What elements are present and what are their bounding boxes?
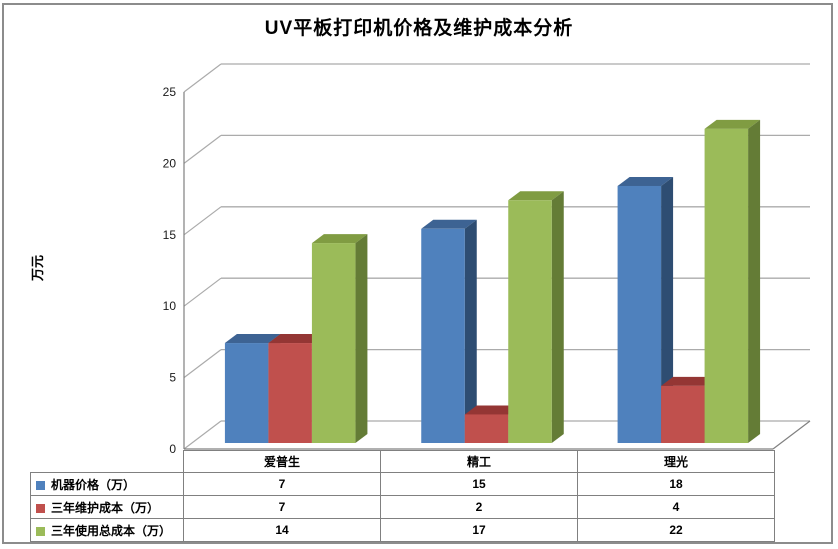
category-header: 精工 [380,450,578,473]
chart-outer-border [2,3,833,544]
bar-top-face [224,334,281,344]
value-cell: 14 [183,518,381,542]
side-wall-gridline [183,349,222,379]
legend-label: 三年使用总成本（万） [51,523,172,538]
bar-front-face [421,228,465,443]
bar-top-face [311,234,368,244]
y-tick-label: 20 [163,156,177,170]
value-cell: 15 [380,472,578,496]
bar-front-face [224,343,269,443]
bar-front-face [508,200,552,443]
value-cell: 18 [577,472,775,496]
bar-side-face [464,219,477,443]
category-header: 理光 [577,450,775,473]
table-header-row: 爱普生 精工 理光 [31,450,775,473]
value-cell: 7 [183,495,381,519]
bar-s0-c1 [421,219,477,443]
legend-swatch-icon [36,503,45,513]
bar-top-face [617,176,674,186]
y-tick-label: 10 [163,299,177,313]
table-row: 机器价格（万） 7 15 18 [30,472,775,496]
bar-top-face [421,219,477,229]
value-cell: 4 [577,495,775,519]
bar-s0-c2 [617,176,674,443]
table-row: 三年维护成本（万） 7 2 4 [30,495,775,519]
side-wall-gridline [183,63,222,93]
data-table: 爱普生 精工 理光 机器价格（万） 7 15 18 三年维护成本（万） 7 2 4 三年使用总成本（万… [30,450,775,542]
bar-side-face [748,119,761,443]
bar-front-face [617,185,662,443]
bar-front-face [268,343,312,443]
y-tick-label: 0 [169,442,176,456]
bar-s2-c0 [311,234,368,443]
value-cell: 7 [183,472,381,496]
side-wall-gridline [183,206,222,236]
bar-s2-c1 [508,191,564,443]
bar-s2-c2 [704,119,761,443]
bar-front-face [661,385,705,443]
legend-swatch-icon [36,480,45,490]
bar-front-face [704,128,749,443]
legend-cell: 三年使用总成本（万） [30,518,184,542]
value-cell: 17 [380,518,578,542]
value-cell: 2 [380,495,578,519]
y-tick-label: 25 [163,85,177,99]
legend-cell: 机器价格（万） [30,472,184,496]
bar-front-face [464,414,509,443]
legend-cell: 三年维护成本（万） [30,495,184,519]
table-corner-cell [31,451,184,473]
bar-front-face [311,243,356,443]
chart-title: UV平板打印机价格及维护成本分析 [264,18,574,39]
bar-top-face [508,191,564,201]
legend-label: 机器价格（万） [51,477,136,492]
legend-label: 三年维护成本（万） [51,500,160,515]
value-cell: 22 [577,518,775,542]
category-header: 爱普生 [183,450,381,473]
side-wall-gridline [183,420,222,450]
y-tick-label: 5 [169,371,176,385]
bar-top-face [268,334,324,344]
bar-top-face [661,376,717,386]
side-wall-gridline [183,134,222,164]
y-tick-label: 15 [163,228,177,242]
side-wall-gridline [183,277,222,307]
bar-top-face [704,119,761,129]
bar-top-face [464,405,521,415]
bar-side-face [551,191,564,443]
bar-side-face [355,234,368,443]
floor-right-edge [772,420,811,450]
table-row: 三年使用总成本（万） 14 17 22 [30,518,775,542]
bar-side-face [661,176,674,443]
legend-swatch-icon [36,526,45,536]
